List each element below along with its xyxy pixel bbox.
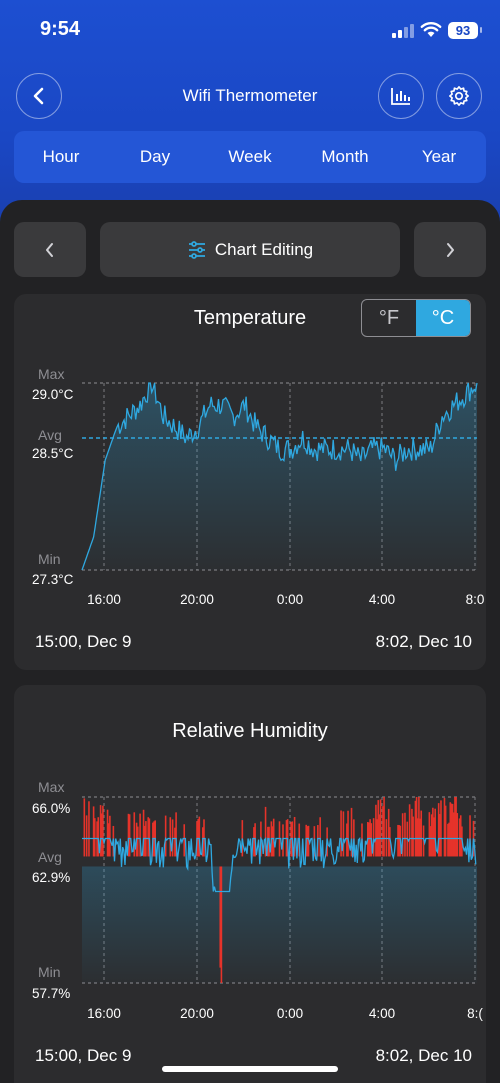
- x-tick-label: 20:00: [180, 592, 214, 607]
- tab-year[interactable]: Year: [421, 147, 457, 166]
- hum-range-start: 15:00, Dec 9: [35, 1046, 132, 1065]
- settings-button[interactable]: [436, 73, 482, 119]
- cellular-signal-icon: [392, 24, 414, 38]
- unit-fahrenheit-button[interactable]: °F: [378, 306, 400, 329]
- hum-min-label: Min: [38, 964, 61, 980]
- hum-max-label: Max: [38, 779, 65, 795]
- header-background: [0, 0, 500, 230]
- x-tick-label: 16:00: [87, 1006, 121, 1021]
- gear-icon: [449, 86, 469, 106]
- previous-range-button[interactable]: [14, 222, 86, 277]
- period-tabs: Hour Day Week Month Year: [14, 131, 486, 183]
- sliders-icon: [188, 240, 205, 259]
- wifi-icon: [420, 22, 442, 37]
- x-tick-label: 0:00: [277, 592, 303, 607]
- temp-avg-label: Avg: [38, 427, 62, 443]
- humidity-chart: 16:00 20:00 0:00 4:00 8:(: [82, 796, 483, 1021]
- temperature-chart: 16:00 20:00 0:00 4:00 8:0: [81, 382, 485, 607]
- back-button[interactable]: [16, 73, 62, 119]
- tab-day[interactable]: Day: [139, 147, 171, 166]
- temp-avg-value: 28.5°C: [32, 446, 74, 461]
- humidity-title: Relative Humidity: [172, 720, 328, 742]
- chevron-right-icon: [447, 242, 454, 257]
- status-bar: 9:54 93: [0, 0, 500, 60]
- x-tick-label: 0:00: [277, 1006, 303, 1021]
- temperature-title: Temperature: [193, 307, 307, 329]
- home-indicator: [162, 1066, 338, 1072]
- temperature-card: Temperature °F °C 16:00 20:00 0:00 4:00 8:0 …: [14, 294, 486, 670]
- temp-max-label: Max: [38, 366, 65, 382]
- page-title: Wifi Thermometer: [182, 86, 318, 105]
- humidity-area: [82, 866, 477, 983]
- hum-max-value: 66.0%: [32, 801, 71, 816]
- bar-chart-icon: [391, 88, 410, 105]
- hum-range-end: 8:02, Dec 10: [375, 1046, 472, 1065]
- temp-range-start: 15:00, Dec 9: [35, 632, 132, 651]
- battery-icon: 93: [448, 22, 482, 39]
- unit-celsius-button[interactable]: °C: [416, 300, 470, 336]
- temperature-area: [82, 383, 477, 570]
- temp-min-value: 27.3°C: [32, 572, 74, 587]
- status-time: 9:54: [40, 18, 81, 40]
- chevron-left-icon: [33, 87, 44, 105]
- chart-editing-label: Chart Editing: [214, 239, 314, 259]
- temp-min-label: Min: [38, 551, 61, 567]
- x-tick-label: 4:00: [369, 592, 395, 607]
- x-tick-label: 20:00: [180, 1006, 214, 1021]
- x-tick-label: 16:00: [87, 592, 121, 607]
- chart-editing-button[interactable]: Chart Editing: [100, 222, 400, 277]
- hum-min-value: 57.7%: [32, 986, 71, 1001]
- hum-avg-label: Avg: [38, 849, 62, 865]
- next-range-button[interactable]: [414, 222, 486, 277]
- temp-range-end: 8:02, Dec 10: [375, 632, 472, 651]
- humidity-line: [82, 836, 477, 893]
- chevron-left-icon: [46, 242, 53, 257]
- humidity-card: Relative Humidity 16:00 20:00 0:00 4:00 8:( …: [14, 685, 486, 1083]
- hum-avg-value: 62.9%: [32, 870, 71, 885]
- x-tick-label: 4:00: [369, 1006, 395, 1021]
- tab-hour[interactable]: Hour: [42, 147, 80, 166]
- temperature-line: [81, 382, 478, 571]
- tab-week[interactable]: Week: [228, 147, 272, 166]
- tab-month[interactable]: Month: [321, 147, 369, 166]
- stats-button[interactable]: [378, 73, 424, 119]
- x-tick-label: 8:(: [467, 1006, 483, 1021]
- unit-toggle: °F °C: [361, 299, 471, 337]
- temp-max-value: 29.0°C: [32, 387, 74, 402]
- x-tick-label: 8:0: [466, 592, 485, 607]
